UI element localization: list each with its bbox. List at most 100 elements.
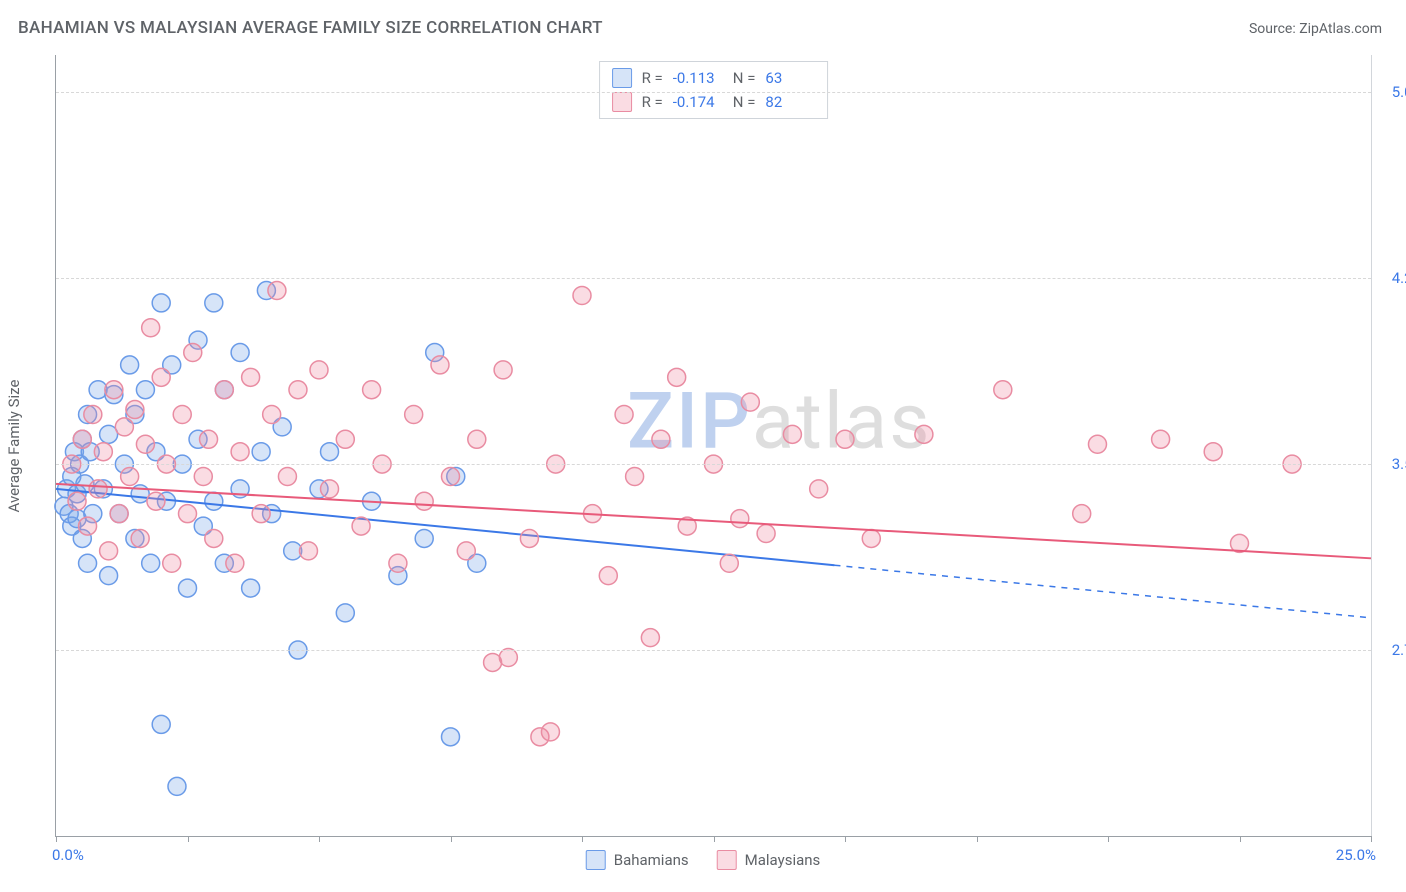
- stat-n-label: N =: [733, 93, 756, 111]
- data-point: [405, 406, 423, 424]
- data-point: [200, 430, 218, 448]
- data-point: [641, 629, 659, 647]
- data-point: [321, 480, 339, 498]
- data-point: [668, 368, 686, 386]
- plot-area: ZIPatlas R =-0.113N =63R =-0.174N =82 2.…: [55, 55, 1372, 837]
- x-tick: [845, 836, 846, 842]
- data-point: [468, 430, 486, 448]
- data-point: [442, 467, 460, 485]
- data-point: [783, 425, 801, 443]
- x-tick: [56, 836, 57, 842]
- legend-label: Malaysians: [745, 851, 821, 869]
- data-point: [836, 430, 854, 448]
- data-point: [242, 368, 260, 386]
- data-point: [263, 406, 281, 424]
- data-point: [84, 406, 102, 424]
- data-point: [252, 505, 270, 523]
- data-point: [231, 344, 249, 362]
- stat-n-label: N =: [733, 69, 756, 87]
- data-point: [252, 443, 270, 461]
- legend-swatch: [612, 68, 632, 88]
- data-point: [136, 435, 154, 453]
- data-point: [136, 381, 154, 399]
- data-point: [431, 356, 449, 374]
- data-point: [215, 381, 233, 399]
- stats-legend: R =-0.113N =63R =-0.174N =82: [599, 61, 829, 119]
- data-point: [205, 294, 223, 312]
- data-point: [499, 648, 517, 666]
- stat-n-value: 63: [765, 69, 815, 87]
- data-point: [299, 542, 317, 560]
- data-point: [352, 517, 370, 535]
- legend-label: Bahamians: [614, 851, 689, 869]
- data-point: [652, 430, 670, 448]
- data-point: [520, 529, 538, 547]
- chart-title: BAHAMIAN VS MALAYSIAN AVERAGE FAMILY SIZ…: [18, 18, 603, 38]
- data-point: [810, 480, 828, 498]
- y-tick-label: 4.25: [1377, 269, 1406, 287]
- data-point: [205, 492, 223, 510]
- data-point: [363, 381, 381, 399]
- data-point: [126, 401, 144, 419]
- data-point: [100, 542, 118, 560]
- data-point: [131, 529, 149, 547]
- data-point: [115, 418, 133, 436]
- data-point: [121, 467, 139, 485]
- stats-legend-row: R =-0.174N =82: [612, 90, 816, 114]
- stat-r-value: -0.174: [673, 93, 723, 111]
- x-tick: [977, 836, 978, 842]
- gridline: [56, 92, 1371, 93]
- data-point: [457, 542, 475, 560]
- x-tick: [451, 836, 452, 842]
- data-point: [73, 430, 91, 448]
- data-point: [615, 406, 633, 424]
- data-point: [321, 443, 339, 461]
- data-point: [79, 554, 97, 572]
- trend-line: [56, 484, 1371, 558]
- legend-swatch: [612, 92, 632, 112]
- data-point: [89, 480, 107, 498]
- x-tick: [582, 836, 583, 842]
- gridline: [56, 464, 1371, 465]
- stat-r-label: R =: [642, 93, 663, 111]
- data-point: [79, 517, 97, 535]
- data-point: [152, 294, 170, 312]
- data-point: [336, 604, 354, 622]
- data-point: [68, 492, 86, 510]
- gridline: [56, 278, 1371, 279]
- data-point: [573, 286, 591, 304]
- data-point: [168, 777, 186, 795]
- data-point: [278, 467, 296, 485]
- gridline: [56, 650, 1371, 651]
- data-point: [289, 381, 307, 399]
- x-tick: [319, 836, 320, 842]
- data-point: [105, 381, 123, 399]
- data-point: [915, 425, 933, 443]
- data-point: [94, 443, 112, 461]
- data-point: [173, 406, 191, 424]
- y-tick-label: 3.50: [1377, 455, 1406, 473]
- data-point: [310, 361, 328, 379]
- x-axis-min-label: 0.0%: [52, 846, 84, 864]
- data-point: [184, 344, 202, 362]
- data-point: [442, 728, 460, 746]
- stat-r-value: -0.113: [673, 69, 723, 87]
- data-point: [599, 567, 617, 585]
- legend-swatch: [586, 850, 606, 870]
- y-axis-label: Average Family Size: [5, 380, 23, 513]
- y-tick-label: 2.75: [1377, 641, 1406, 659]
- stats-legend-row: R =-0.113N =63: [612, 66, 816, 90]
- series-legend: Bahamians Malaysians: [586, 850, 821, 870]
- data-point: [720, 554, 738, 572]
- data-point: [415, 529, 433, 547]
- data-point: [110, 505, 128, 523]
- data-point: [1088, 435, 1106, 453]
- x-tick: [188, 836, 189, 842]
- y-tick-label: 5.00: [1377, 83, 1406, 101]
- legend-item: Malaysians: [717, 850, 821, 870]
- data-point: [179, 505, 197, 523]
- data-point: [541, 723, 559, 741]
- data-point: [1073, 505, 1091, 523]
- data-point: [1152, 430, 1170, 448]
- data-point: [626, 467, 644, 485]
